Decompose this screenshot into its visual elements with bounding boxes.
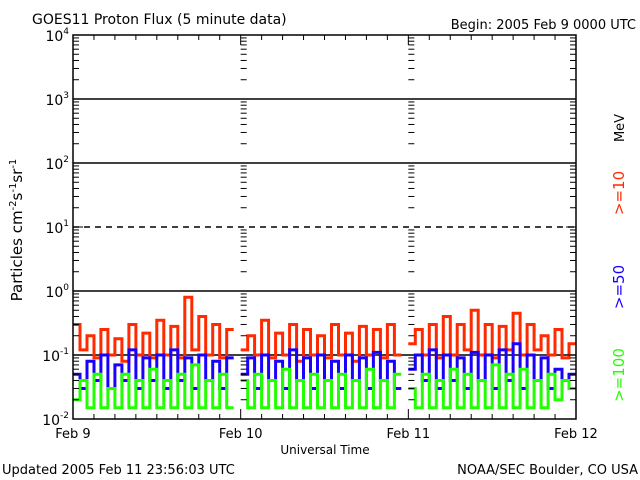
begin-label: Begin: 2005 Feb 9 0000 UTC (451, 18, 636, 33)
y-tick-label: 102 (45, 155, 69, 173)
chart-title: GOES11 Proton Flux (5 minute data) (32, 12, 287, 28)
x-axis-label: Universal Time (280, 443, 369, 457)
series-line-2 (73, 363, 576, 410)
x-tick-labels: Feb 9 Feb 10 Feb 11 Feb 12 (55, 427, 598, 442)
x-tick-label: Feb 10 (219, 427, 263, 442)
plot-frame (72, 34, 577, 420)
y-tick-label: 10-1 (42, 347, 69, 365)
y-tick-label: 103 (45, 91, 69, 109)
axis-ticks (73, 35, 576, 420)
y-tick-label: 101 (45, 219, 69, 237)
credit-text: NOAA/SEC Boulder, CO USA (457, 463, 638, 478)
y-axis-label: Particles cm-2s-1sr-1 (8, 159, 26, 302)
legend-ge50: >=50 (610, 265, 628, 309)
y-tick-label: 100 (45, 283, 69, 301)
units-label: MeV (613, 114, 628, 142)
y-tick-label: 104 (45, 27, 69, 45)
y-tick-labels: 10-2 10-1 100 101 102 103 104 (42, 27, 69, 429)
x-tick-label: Feb 11 (386, 427, 430, 442)
x-tick-label: Feb 9 (55, 427, 90, 442)
legend-ge10: >=10 (610, 171, 628, 215)
series-group (73, 295, 576, 410)
reference-lines (73, 98, 576, 356)
x-tick-label: Feb 12 (554, 427, 598, 442)
legend-ge100: >=100 (610, 348, 628, 402)
y-tick-label: 10-2 (42, 411, 69, 429)
updated-timestamp: Updated 2005 Feb 11 23:56:03 UTC (2, 463, 235, 478)
